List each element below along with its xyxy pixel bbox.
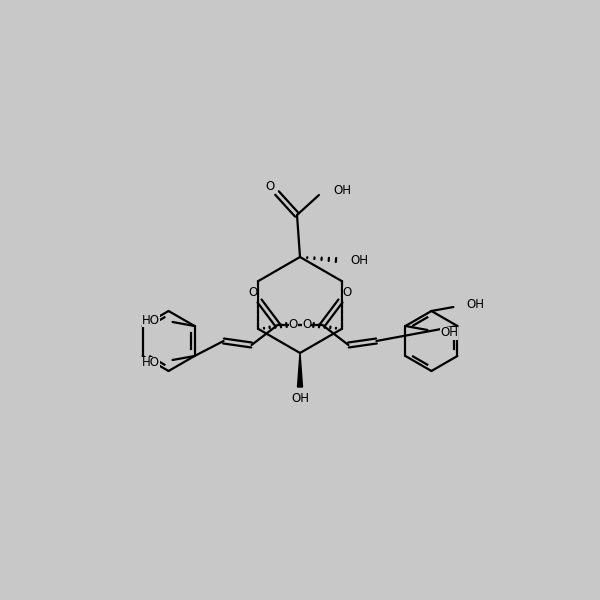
Text: O: O	[343, 286, 352, 299]
Text: O: O	[265, 181, 275, 193]
Text: OH: OH	[291, 391, 309, 404]
Text: HO: HO	[142, 356, 160, 370]
Text: O: O	[248, 286, 257, 299]
Polygon shape	[298, 353, 302, 387]
Text: OH: OH	[333, 184, 351, 196]
Text: HO: HO	[142, 313, 160, 326]
Text: O: O	[289, 317, 298, 331]
Text: O: O	[302, 317, 311, 331]
Text: OH: OH	[466, 298, 484, 311]
Text: OH: OH	[440, 326, 458, 340]
Text: OH: OH	[350, 253, 368, 266]
